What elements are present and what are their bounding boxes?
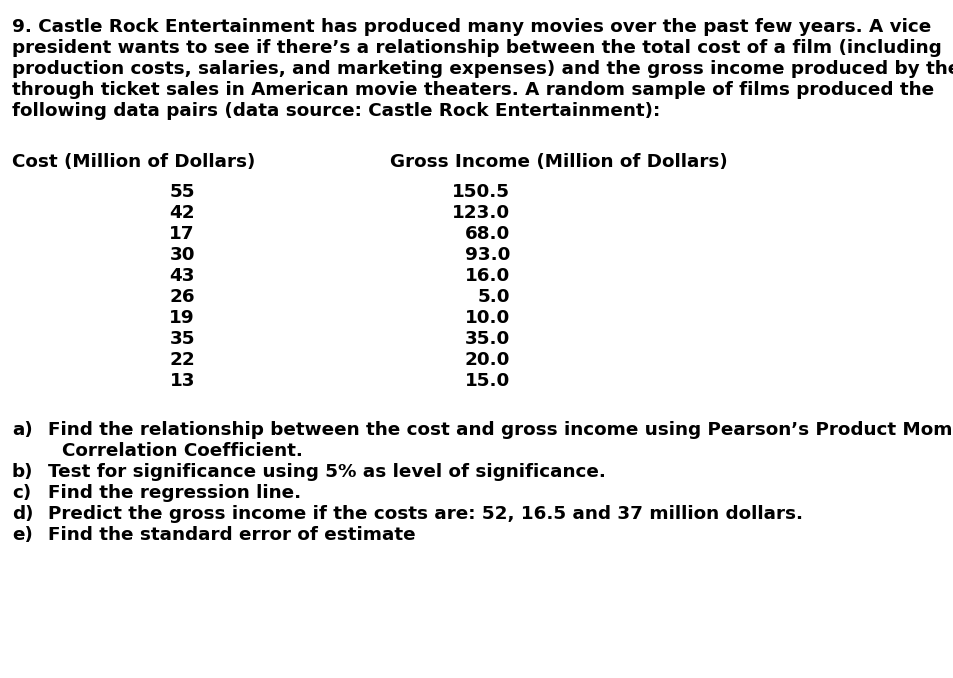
Text: production costs, salaries, and marketing expenses) and the gross income produce: production costs, salaries, and marketin… <box>12 60 953 78</box>
Text: 22: 22 <box>169 351 194 369</box>
Text: 35: 35 <box>170 330 194 348</box>
Text: d): d) <box>12 505 33 523</box>
Text: president wants to see if there’s a relationship between the total cost of a fil: president wants to see if there’s a rela… <box>12 39 941 57</box>
Text: c): c) <box>12 484 31 502</box>
Text: b): b) <box>12 463 33 481</box>
Text: 19: 19 <box>170 309 194 327</box>
Text: 150.5: 150.5 <box>452 183 510 201</box>
Text: 15.0: 15.0 <box>464 372 510 390</box>
Text: Test for significance using 5% as level of significance.: Test for significance using 5% as level … <box>48 463 605 481</box>
Text: 26: 26 <box>170 288 194 306</box>
Text: 55: 55 <box>170 183 194 201</box>
Text: following data pairs (data source: Castle Rock Entertainment):: following data pairs (data source: Castl… <box>12 102 659 120</box>
Text: 35.0: 35.0 <box>464 330 510 348</box>
Text: e): e) <box>12 526 32 544</box>
Text: Correlation Coefficient.: Correlation Coefficient. <box>62 442 302 460</box>
Text: Predict the gross income if the costs are: 52, 16.5 and 37 million dollars.: Predict the gross income if the costs ar… <box>48 505 802 523</box>
Text: 10.0: 10.0 <box>464 309 510 327</box>
Text: through ticket sales in American movie theaters. A random sample of films produc: through ticket sales in American movie t… <box>12 81 933 99</box>
Text: 16.0: 16.0 <box>464 267 510 285</box>
Text: 30: 30 <box>170 246 194 264</box>
Text: 123.0: 123.0 <box>452 204 510 222</box>
Text: Find the relationship between the cost and gross income using Pearson’s Product : Find the relationship between the cost a… <box>48 421 953 439</box>
Text: Cost (Million of Dollars): Cost (Million of Dollars) <box>12 153 255 171</box>
Text: 13: 13 <box>170 372 194 390</box>
Text: 5.0: 5.0 <box>477 288 510 306</box>
Text: a): a) <box>12 421 32 439</box>
Text: Gross Income (Million of Dollars): Gross Income (Million of Dollars) <box>390 153 727 171</box>
Text: 42: 42 <box>170 204 194 222</box>
Text: 20.0: 20.0 <box>464 351 510 369</box>
Text: Find the standard error of estimate: Find the standard error of estimate <box>48 526 416 544</box>
Text: Find the regression line.: Find the regression line. <box>48 484 301 502</box>
Text: 43: 43 <box>170 267 194 285</box>
Text: 93.0: 93.0 <box>464 246 510 264</box>
Text: 9. Castle Rock Entertainment has produced many movies over the past few years. A: 9. Castle Rock Entertainment has produce… <box>12 18 930 36</box>
Text: 68.0: 68.0 <box>464 225 510 243</box>
Text: 17: 17 <box>170 225 194 243</box>
